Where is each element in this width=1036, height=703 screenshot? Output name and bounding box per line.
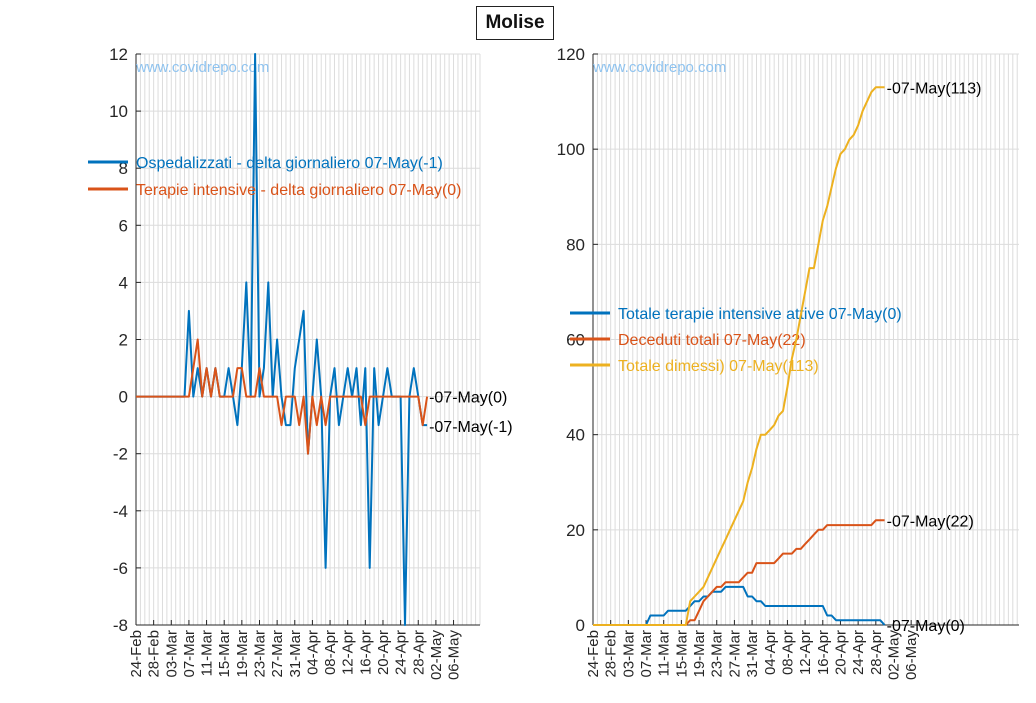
- left-ytick-label: 0: [119, 388, 128, 407]
- left-ytick-label: 4: [119, 273, 128, 292]
- left-ytick-label: -4: [113, 502, 128, 521]
- left-xtick-label: 24-Feb: [128, 630, 145, 678]
- right-ytick-label: 0: [576, 616, 585, 635]
- left-series-line-1: [136, 338, 429, 455]
- right-xtick-label: 15-Mar: [673, 630, 690, 678]
- right-xtick-label: 04-Apr: [762, 630, 779, 675]
- right-xtick-label: 02-May: [885, 630, 902, 681]
- left-xtick-label: 31-Mar: [287, 630, 304, 678]
- left-ytick-label: -6: [113, 559, 128, 578]
- left-xtick-label: 06-May: [446, 630, 463, 681]
- left-xtick-label: 28-Apr: [410, 630, 427, 675]
- left-xtick-label: 16-Apr: [357, 630, 374, 675]
- left-plot: -8 -6 -4 -2 0 2 4 6 8 10 12 24-Feb 28-Feb 03-Mar 07-Ma…: [88, 45, 513, 680]
- left-ytick-label: 10: [109, 102, 128, 121]
- right-legend-label-1: Deceduti totali 07-May(22): [618, 332, 806, 349]
- left-xtick-label: 08-Apr: [322, 630, 339, 675]
- left-ytick-label: 6: [119, 216, 128, 235]
- right-xtick-label: 31-Mar: [744, 630, 761, 678]
- right-xtick-label: 11-Mar: [656, 630, 673, 676]
- right-xtick-label: 06-May: [903, 630, 920, 681]
- left-xtick-label: 03-Mar: [163, 630, 180, 678]
- left-xtick-label: 24-Apr: [393, 630, 410, 675]
- right-xtick-label: 24-Apr: [850, 630, 867, 675]
- right-ytick-label: 80: [566, 235, 585, 254]
- left-legend-label-1: Terapie intensive - delta giornaliero 07…: [136, 182, 462, 199]
- right-legend-label-0: Totale terapie intensive attive 07-May(0…: [618, 306, 902, 323]
- right-legend-label-2: Totale dimessi) 07-May(113): [618, 358, 819, 375]
- left-ytick-label: -8: [113, 616, 128, 635]
- left-xtick-label: 04-Apr: [304, 630, 321, 675]
- left-xtick-label: 15-Mar: [216, 630, 233, 678]
- left-xtick-label: 12-Apr: [340, 630, 357, 675]
- right-end-label-0: -07-May(0): [887, 618, 965, 635]
- left-legend-label-0: Ospedalizzati - delta giornaliero 07-May…: [136, 155, 443, 172]
- left-end-label-0: -07-May(-1): [429, 419, 513, 436]
- right-xtick-label: 28-Feb: [603, 630, 620, 678]
- left-xtick-label: 02-May: [428, 630, 445, 681]
- left-ytick-label: 2: [119, 331, 128, 350]
- left-xtick-label: 19-Mar: [234, 630, 251, 678]
- left-xtick-label: 27-Mar: [269, 630, 286, 678]
- left-watermark: www.covidrepo.com: [135, 59, 269, 76]
- left-xtick-label: 20-Apr: [375, 630, 392, 675]
- left-ytick-label: 12: [109, 45, 128, 64]
- right-xtick-label: 16-Apr: [815, 630, 832, 675]
- right-watermark: www.covidrepo.com: [592, 59, 726, 76]
- right-xtick-label: 08-Apr: [779, 630, 796, 675]
- right-ytick-label: 40: [566, 426, 585, 445]
- right-ytick-label: 120: [557, 45, 585, 64]
- left-end-label-1: -07-May(0): [429, 390, 507, 407]
- right-xtick-label: 23-Mar: [709, 630, 726, 678]
- right-xtick-label: 12-Apr: [797, 630, 814, 675]
- left-xtick-label: 28-Feb: [146, 630, 163, 678]
- left-xtick-label: 07-Mar: [181, 630, 198, 678]
- left-xtick-label: 11-Mar: [199, 630, 216, 676]
- right-xtick-label: 28-Apr: [868, 630, 885, 675]
- left-ytick-label: -2: [113, 445, 128, 464]
- right-xtick-label: 07-Mar: [638, 630, 655, 678]
- right-ytick-label: 100: [557, 140, 585, 159]
- right-ytick-label: 20: [566, 521, 585, 540]
- left-xtick-label: 23-Mar: [251, 630, 268, 678]
- left-ytick-label: 8: [119, 159, 128, 178]
- right-series-line-2: [593, 86, 885, 626]
- right-plot: 02040608010012024-Feb28-Feb03-Mar07-Mar1…: [557, 45, 1019, 680]
- right-xtick-label: 24-Feb: [585, 630, 602, 678]
- right-xtick-label: 19-Mar: [691, 630, 708, 678]
- right-xtick-label: 03-Mar: [620, 630, 637, 678]
- chart-title: Molise: [476, 6, 554, 40]
- right-end-label-1: -07-May(22): [887, 513, 974, 530]
- right-xtick-label: 27-Mar: [726, 630, 743, 678]
- right-end-label-2: -07-May(113): [887, 80, 982, 97]
- right-xtick-label: 20-Apr: [832, 630, 849, 675]
